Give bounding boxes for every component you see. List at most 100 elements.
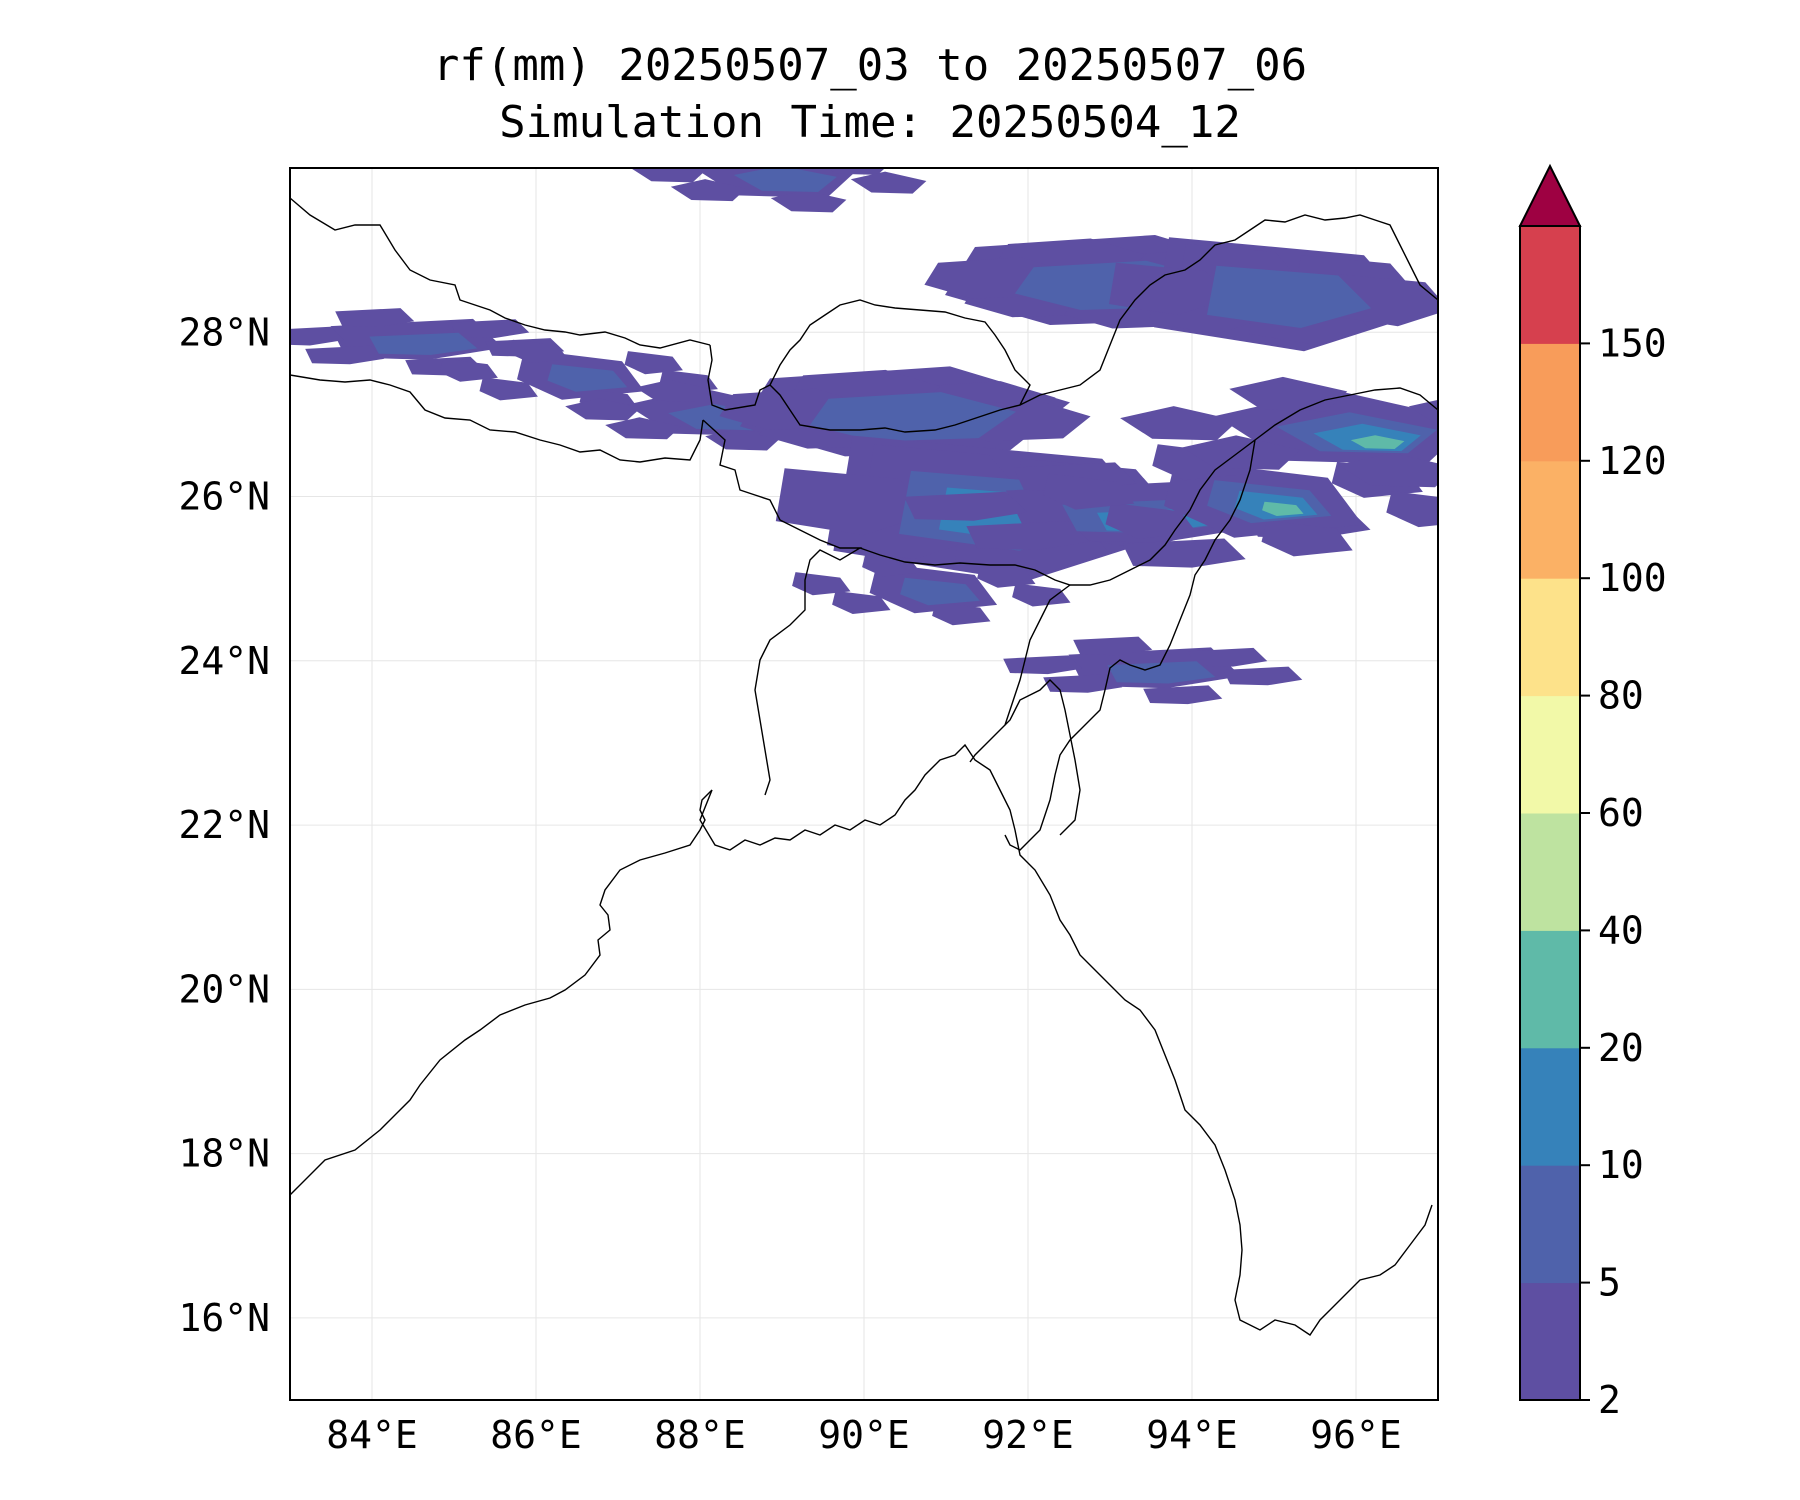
rain-contour-2-5 — [335, 308, 415, 327]
rain-contour-level-1 — [547, 364, 628, 392]
lat-tick-label: 18°N — [178, 1132, 270, 1176]
border-myanmar-india — [1004, 439, 1256, 851]
rain-contour-2-5 — [479, 377, 538, 401]
colorbar-tick-label: 2 — [1598, 1378, 1621, 1422]
colorbar: 2 5 10 20 40 60 80 100 120 150 — [1518, 163, 1667, 1422]
rain-contour-2-5 — [635, 379, 711, 402]
lat-tick-label: 28°N — [178, 310, 270, 354]
rain-contour-2-5 — [1043, 674, 1123, 693]
rain-contour-level-3 — [1262, 501, 1304, 516]
rain-contour-2-5 — [977, 564, 1036, 588]
rain-contour-2-5 — [1188, 647, 1268, 667]
colorbar-segment — [1520, 1165, 1580, 1284]
border-sikkim-bhutan — [707, 299, 1031, 433]
lat-tick-label: 24°N — [178, 639, 270, 683]
lon-tick-label: 90°E — [818, 1413, 910, 1457]
rain-contour-2-5 — [1182, 435, 1301, 470]
rain-contour-level-1 — [1207, 265, 1372, 328]
rain-contour-2-5 — [450, 319, 530, 338]
coastline-bangladesh-delta — [699, 743, 1433, 1336]
rain-contour-2-5 — [832, 590, 891, 614]
lon-tick-label: 94°E — [1146, 1413, 1238, 1457]
rain-contour-level-1 — [369, 332, 478, 355]
map-frame — [289, 167, 1439, 1401]
coastlines-borders — [290, 197, 1438, 1336]
border-assam-south — [859, 387, 1438, 586]
rain-contour-level-1 — [733, 168, 837, 192]
lat-tick-label: 26°N — [178, 475, 270, 519]
coastline-east-india — [290, 789, 713, 1196]
rain-contour-2-5 — [565, 398, 641, 421]
lat-tick-label: 22°N — [178, 803, 270, 847]
colorbar-tick-label: 20 — [1598, 1026, 1644, 1070]
rain-contour-2-5 — [1338, 452, 1438, 488]
rain-contour-2-5 — [775, 468, 930, 536]
border-bangladesh-west — [702, 419, 863, 796]
map-title-line-1: rf(mm) 20250507_03 to 20250507_06 — [432, 40, 1308, 91]
lon-tick-label: 96°E — [1310, 1413, 1402, 1457]
rain-contour-2-5 — [792, 572, 851, 596]
rain-contour-2-5 — [439, 358, 498, 382]
colorbar-tick-label: 10 — [1598, 1143, 1644, 1187]
lon-tick-label: 84°E — [326, 1413, 418, 1457]
rain-contour-2-5 — [770, 190, 847, 213]
colorbar-segment — [1520, 813, 1580, 931]
rain-contour-2-5 — [850, 171, 927, 194]
rain-contour-level-1 — [809, 392, 1017, 442]
map-axis-ticks: 84°E 86°E 88°E 90°E 92°E 94°E 96°E 16°N 18°N 20°N… — [178, 310, 1401, 1457]
lon-tick-label: 92°E — [982, 1413, 1074, 1457]
rain-contour-2-5 — [1386, 491, 1438, 528]
border-bangladesh-east — [969, 584, 1071, 763]
rain-contour-2-5 — [1073, 636, 1153, 656]
lon-tick-label: 86°E — [490, 1413, 582, 1457]
rain-contour-2-5 — [1143, 685, 1223, 705]
colorbar-tick-label: 120 — [1598, 439, 1667, 483]
rainfall-contours — [290, 142, 1438, 705]
lat-tick-label: 16°N — [178, 1296, 270, 1340]
border-arunachal — [1019, 214, 1438, 406]
rain-contour-2-5 — [605, 417, 681, 440]
rain-contour-2-5 — [1122, 538, 1246, 568]
border-nepal-north — [290, 197, 711, 349]
rain-contour-2-5 — [966, 520, 1090, 551]
colorbar-segment — [1520, 343, 1580, 462]
rain-contour-2-5 — [670, 179, 747, 202]
colorbar-extend-arrow — [1518, 163, 1582, 227]
border-tripura — [1004, 679, 1081, 836]
lon-tick-label: 88°E — [654, 1413, 746, 1457]
rain-contour-2-5 — [1105, 502, 1197, 539]
rain-contour-2-5 — [630, 168, 707, 183]
rain-contour-2-5 — [701, 142, 777, 164]
colorbar-tick-label: 60 — [1598, 791, 1644, 835]
rain-contour-2-5 — [862, 553, 921, 577]
rain-contour-2-5 — [1043, 473, 1135, 510]
rain-contour-2-5 — [305, 345, 385, 365]
rain-contour-2-5 — [624, 351, 683, 375]
colorbar-segment — [1520, 226, 1580, 344]
rain-contour-2-5 — [1120, 406, 1238, 441]
rain-contour-2-5 — [1109, 262, 1230, 315]
colorbar-segment — [1520, 460, 1580, 579]
rain-contour-2-5 — [1012, 583, 1071, 607]
colorbar-segment — [1520, 930, 1580, 1049]
colorbar-tick-label: 40 — [1598, 908, 1644, 952]
rain-contour-level-1 — [900, 577, 980, 606]
map-title-line-2: Simulation Time: 20250504_12 — [499, 97, 1241, 148]
rain-contour-2-5 — [932, 602, 991, 626]
colorbar-segment — [1520, 1282, 1580, 1401]
rain-contour-2-5 — [1329, 274, 1438, 327]
colorbar-tick-label: 150 — [1598, 321, 1667, 365]
rain-contour-2-5 — [1223, 666, 1303, 686]
rain-contour-level-3 — [1350, 435, 1405, 449]
colorbar-segment — [1520, 578, 1580, 697]
lat-tick-label: 20°N — [178, 967, 270, 1011]
colorbar-segment — [1520, 1047, 1580, 1166]
rain-contour-2-5 — [1261, 520, 1353, 557]
border-nepal-south — [290, 374, 704, 463]
rain-contour-2-5 — [827, 168, 886, 175]
rain-contour-2-5 — [509, 339, 568, 363]
rain-contour-2-5 — [1408, 399, 1438, 426]
rain-contour-2-5 — [290, 326, 345, 346]
colorbar-tick-label: 80 — [1598, 674, 1644, 718]
